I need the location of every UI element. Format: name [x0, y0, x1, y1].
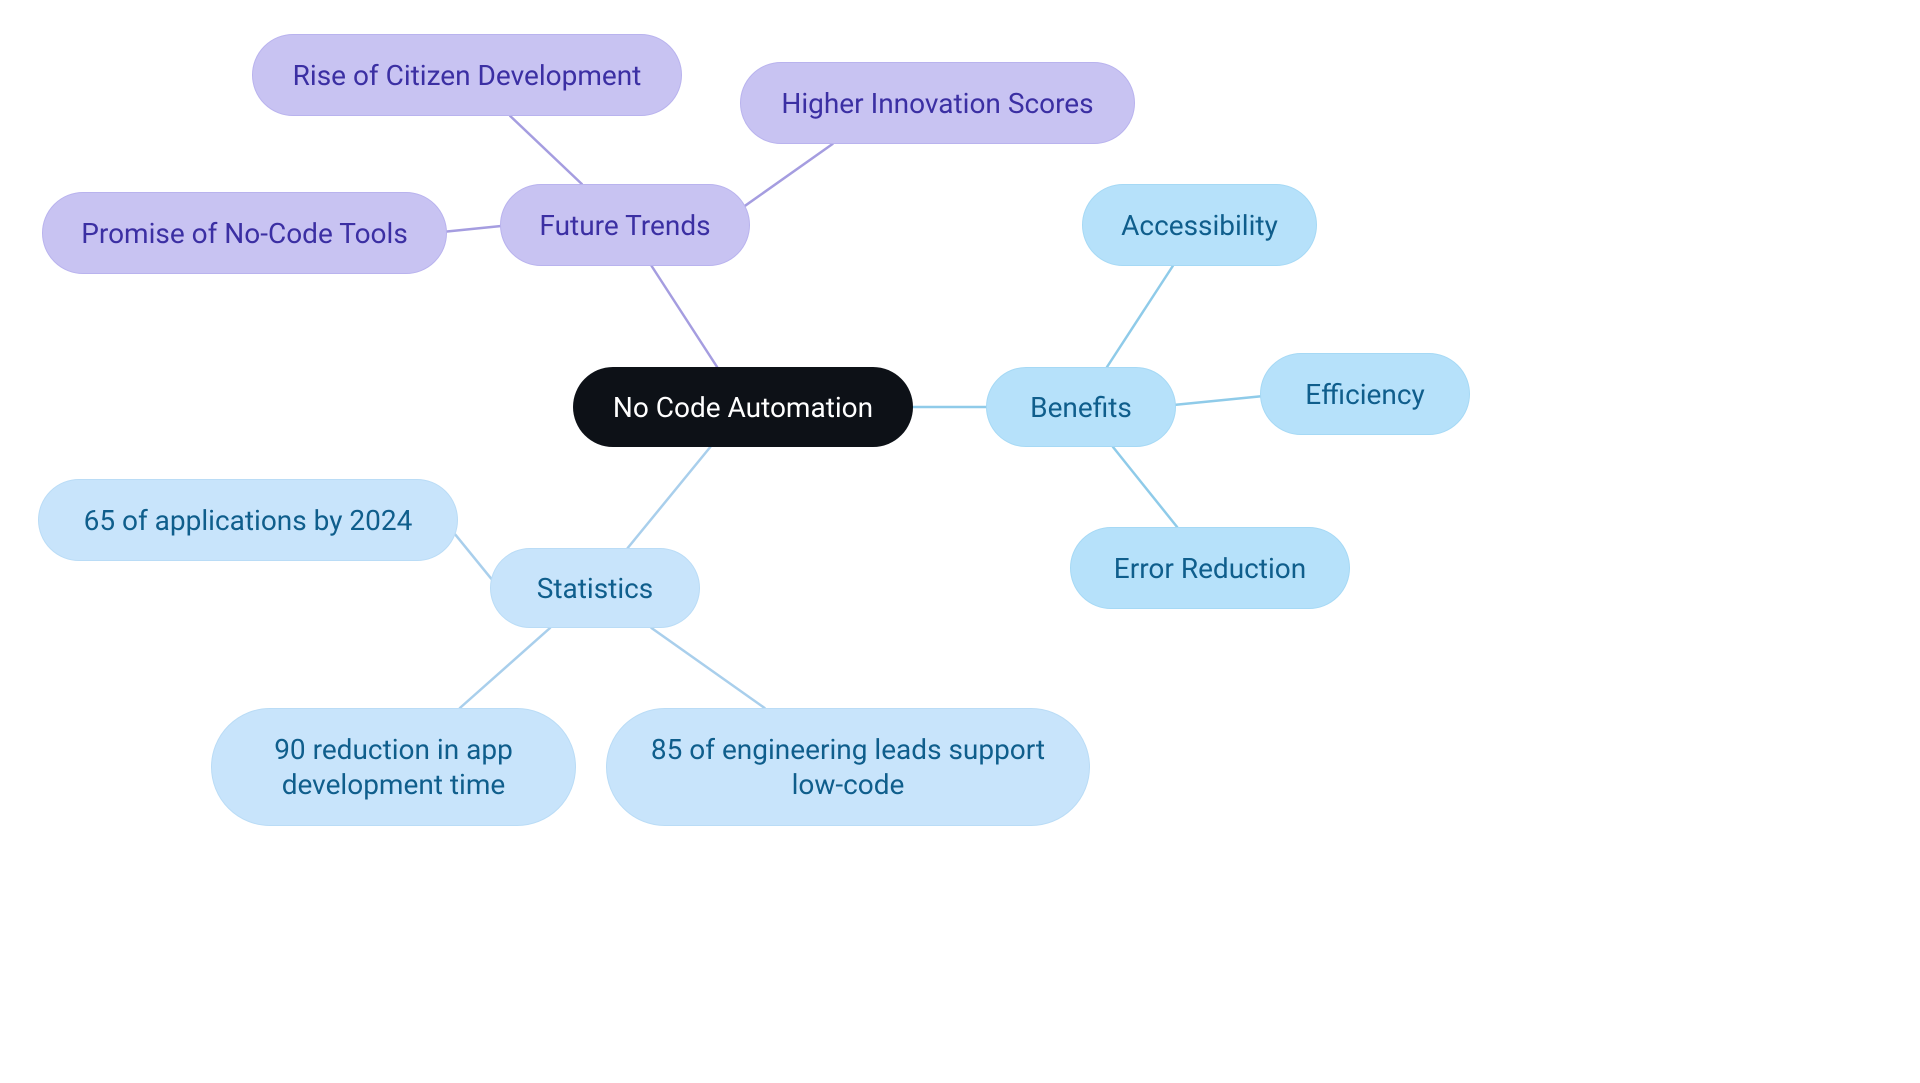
node-efficiency: Efficiency [1260, 353, 1470, 435]
edge-benefits-efficiency [1176, 396, 1260, 404]
edge-stats-stat65 [455, 535, 491, 579]
node-label: Efficiency [1305, 377, 1425, 412]
node-label: 65 of applications by 2024 [84, 503, 413, 538]
node-promise: Promise of No-Code Tools [42, 192, 447, 274]
node-accessibility: Accessibility [1082, 184, 1317, 266]
node-label: Promise of No-Code Tools [81, 216, 408, 251]
edge-stats-stat90 [460, 628, 550, 708]
edge-future-citizen [510, 116, 582, 184]
node-label: No Code Automation [613, 390, 873, 425]
node-label: Benefits [1030, 390, 1132, 425]
node-label: Accessibility [1121, 208, 1278, 243]
edge-benefits-error [1113, 447, 1177, 527]
edge-future-promise [447, 226, 500, 231]
node-benefits: Benefits [986, 367, 1176, 447]
node-future: Future Trends [500, 184, 750, 266]
node-label: Rise of Citizen Development [293, 58, 642, 93]
edge-future-innovation [745, 144, 832, 206]
node-label: 85 of engineering leads support low-code [651, 732, 1045, 802]
node-innovation: Higher Innovation Scores [740, 62, 1135, 144]
edge-stats-stat85 [652, 628, 765, 708]
node-label: Higher Innovation Scores [781, 86, 1093, 121]
node-stat65: 65 of applications by 2024 [38, 479, 458, 561]
edge-root-stats [628, 447, 711, 548]
node-label: 90 reduction in app development time [274, 732, 513, 802]
node-error: Error Reduction [1070, 527, 1350, 609]
node-stat85: 85 of engineering leads support low-code [606, 708, 1090, 826]
mindmap-canvas: No Code Automation Future Trends Rise of C… [0, 0, 1920, 1083]
edge-root-future [652, 266, 718, 367]
node-stat90: 90 reduction in app development time [211, 708, 576, 826]
node-citizen: Rise of Citizen Development [252, 34, 682, 116]
edge-benefits-accessibility [1107, 266, 1173, 367]
node-label: Statistics [537, 571, 654, 606]
node-label: Error Reduction [1114, 551, 1306, 586]
node-stats: Statistics [490, 548, 700, 628]
node-root: No Code Automation [573, 367, 913, 447]
node-label: Future Trends [539, 208, 710, 243]
